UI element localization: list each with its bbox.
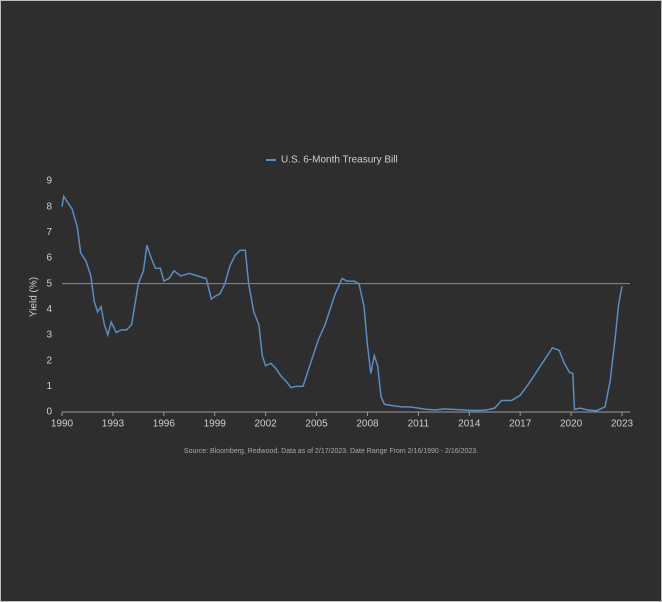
- y-tick-label: 1: [46, 381, 52, 392]
- x-tick-label: 1990: [51, 419, 74, 430]
- y-tick-label: 0: [46, 407, 52, 418]
- x-tick-label: 1999: [204, 419, 227, 430]
- y-tick-label: 3: [46, 330, 52, 341]
- x-tick-label: 2020: [560, 419, 583, 430]
- y-tick-label: 5: [46, 278, 52, 289]
- series-line: [61, 194, 623, 412]
- x-tick-label: 2017: [509, 419, 532, 430]
- x-tick-label: 1996: [153, 419, 176, 430]
- x-tick-label: 2011: [408, 419, 430, 430]
- x-tick-label: 2014: [458, 419, 481, 430]
- legend-label: U.S. 6-Month Treasury Bill: [281, 155, 398, 166]
- y-tick-label: 8: [46, 201, 52, 212]
- y-axis-label: Yield (%): [29, 277, 40, 317]
- y-tick-label: 6: [46, 253, 52, 264]
- x-tick-label: 2005: [305, 419, 328, 430]
- x-tick-label: 2008: [356, 419, 379, 430]
- x-tick-label: 2002: [255, 419, 278, 430]
- y-tick-label: 2: [46, 355, 52, 366]
- y-tick-label: 7: [46, 227, 52, 238]
- x-tick-label: 2023: [611, 419, 634, 430]
- y-tick-label: 9: [46, 176, 52, 187]
- x-tick-label: 1993: [102, 419, 125, 430]
- y-tick-label: 4: [46, 304, 52, 315]
- source-note: Source: Bloomberg, Redwood. Data as of 2…: [184, 448, 478, 455]
